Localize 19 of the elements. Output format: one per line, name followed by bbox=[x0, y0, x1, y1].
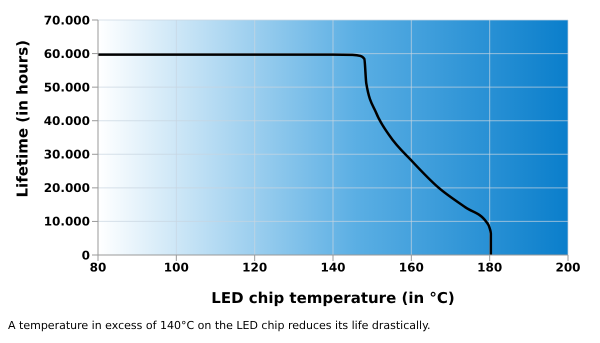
y-tick-label: 50.000 bbox=[44, 80, 90, 94]
x-tick-label: 140 bbox=[320, 260, 346, 275]
line-series bbox=[98, 53, 492, 255]
y-tick-label: 0 bbox=[82, 248, 90, 262]
y-tick-label: 10.000 bbox=[44, 214, 90, 229]
x-tick-label: 120 bbox=[242, 260, 268, 275]
y-tick-label: 70.000 bbox=[44, 13, 90, 28]
x-axis-title: LED chip temperature (in °C) bbox=[211, 289, 455, 307]
y-tick-label: 60.000 bbox=[44, 46, 90, 61]
y-tick-label: 30.000 bbox=[44, 148, 90, 162]
x-tick-label: 100 bbox=[164, 260, 189, 275]
text: A temperature in excess of 140°C on the LED chip reduces its life drastically. bbox=[8, 319, 432, 332]
y-tick-label: 20.000 bbox=[44, 181, 90, 196]
x-tick-label: 80 bbox=[90, 260, 106, 275]
x-tick-label: 180 bbox=[477, 260, 502, 275]
y-axis-title: Lifetime (in hours) bbox=[13, 40, 32, 198]
y-tick-label: 40.000 bbox=[44, 114, 90, 128]
x-tick-label: 160 bbox=[398, 260, 424, 275]
x-tick-label: 200 bbox=[555, 260, 581, 275]
